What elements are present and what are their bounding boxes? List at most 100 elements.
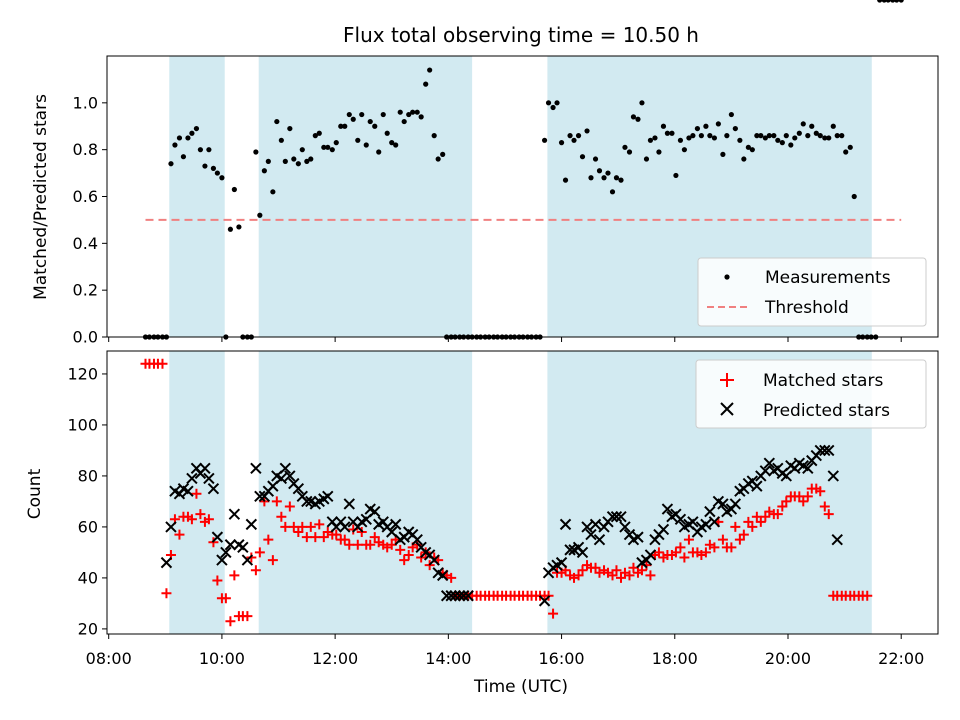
- top-observing-window-0: [169, 56, 225, 337]
- matched-star-point: [615, 572, 626, 583]
- measurement-point: [338, 123, 344, 129]
- measurement-point: [193, 125, 200, 132]
- legend-matched-label: Matched stars: [763, 371, 883, 391]
- measurement-point: [788, 142, 794, 148]
- matched-star-point: [229, 570, 240, 581]
- measurement-point: [257, 212, 263, 218]
- matched-star-point: [573, 570, 584, 581]
- measurement-point: [643, 156, 650, 162]
- x-tick-label-1: 10:00: [199, 649, 245, 668]
- predicted-star-point: [819, 444, 831, 457]
- matched-star-point: [301, 532, 312, 543]
- matched-star-point: [191, 488, 202, 499]
- legend-predicted-marker: [720, 402, 734, 416]
- matched-star-point: [743, 516, 754, 527]
- matched-star-point: [186, 514, 197, 525]
- predicted-star-point: [615, 511, 627, 523]
- measurement-point: [703, 123, 709, 129]
- measurement-point: [783, 133, 789, 139]
- predicted-star-point: [411, 533, 423, 546]
- matched-star-point: [446, 572, 457, 583]
- measurement-point: [350, 116, 356, 122]
- top-y-tick-label-1: 0.2: [73, 281, 98, 300]
- predicted-star-point: [814, 444, 826, 457]
- matched-star-point: [297, 521, 308, 532]
- matched-star-point: [157, 358, 168, 369]
- measurement-point: [834, 133, 840, 139]
- measurement-point: [601, 175, 607, 181]
- x-axis: 08:00 10:00 12:00 14:00 16:00 18:00 20:00 22:00: [86, 649, 925, 668]
- matched-star-point: [819, 501, 830, 512]
- measurement-point: [206, 147, 212, 153]
- bottom-observing-window-1: [258, 351, 473, 634]
- measurement-point: [575, 133, 582, 139]
- predicted-star-point: [339, 521, 351, 533]
- measurement-point: [588, 175, 594, 181]
- measurement-point: [596, 168, 603, 174]
- measurement-point: [278, 137, 284, 143]
- predicted-star-point: [440, 590, 453, 602]
- measurement-point: [554, 100, 560, 106]
- matched-star-point: [220, 593, 231, 604]
- matched-star-point: [225, 616, 236, 627]
- matched-star-point: [395, 544, 406, 555]
- predicted-star-point: [322, 490, 334, 503]
- predicted-star-point: [661, 503, 674, 515]
- matched-star-point: [717, 534, 728, 545]
- measurement-point: [796, 130, 802, 136]
- predicted-star-point: [250, 462, 262, 474]
- matched-star-point: [862, 590, 873, 601]
- measurement-point: [440, 151, 446, 157]
- x-tick-label-2: 12:00: [312, 649, 358, 668]
- predicted-star-point: [619, 521, 631, 533]
- predicted-star-point: [369, 505, 381, 518]
- measurement-point: [881, 0, 887, 3]
- predicted-star-point: [831, 533, 843, 546]
- top-y-tick-label-5: 1.0: [73, 93, 98, 112]
- matched-star-point: [250, 565, 261, 576]
- matched-star-point: [760, 511, 771, 522]
- predicted-star-point: [216, 554, 228, 566]
- measurement-point: [792, 135, 798, 141]
- measurement-point: [851, 193, 857, 200]
- measurement-point: [397, 109, 403, 115]
- measurement-point: [189, 130, 195, 136]
- matched-star-point: [772, 509, 783, 520]
- measurement-point: [410, 109, 416, 115]
- measurement-point: [567, 133, 573, 139]
- matched-star-point: [352, 539, 363, 550]
- measurement-point: [176, 135, 183, 141]
- predicted-star-point: [279, 462, 292, 474]
- matched-star-point: [276, 511, 287, 522]
- measurement-point: [843, 149, 849, 155]
- measurement-point: [800, 121, 806, 127]
- matched-star-point: [781, 496, 792, 507]
- bottom-y-tick-label-1: 40: [78, 568, 98, 587]
- measurement-point: [698, 133, 704, 139]
- matched-star-point: [288, 521, 299, 532]
- measurement-point: [541, 137, 548, 143]
- matched-star-point: [386, 539, 397, 550]
- matched-star-point: [653, 547, 664, 558]
- matched-star-point: [242, 611, 253, 622]
- predicted-star-point: [751, 480, 763, 492]
- matched-star-point: [339, 534, 350, 545]
- measurement-point: [677, 137, 684, 143]
- x-tick-label-6: 20:00: [765, 649, 811, 668]
- measurement-point: [745, 144, 751, 150]
- measurement-point: [898, 0, 904, 3]
- matched-star-point: [734, 534, 745, 545]
- measurement-point: [406, 111, 412, 118]
- matched-star-point: [611, 565, 622, 576]
- bottom-y-tick-label-3: 80: [78, 466, 98, 485]
- measurement-point: [431, 133, 437, 139]
- matched-star-point: [670, 547, 681, 558]
- measurement-point: [376, 149, 382, 155]
- predicted-star-point: [241, 554, 254, 566]
- x-tick-label-0: 08:00: [86, 649, 132, 668]
- measurement-point: [168, 161, 174, 167]
- measurement-point: [342, 123, 348, 129]
- predicted-star-point: [759, 465, 772, 477]
- bottom-axes-frame: [106, 350, 939, 635]
- top-y-tick-label-2: 0.4: [73, 234, 98, 253]
